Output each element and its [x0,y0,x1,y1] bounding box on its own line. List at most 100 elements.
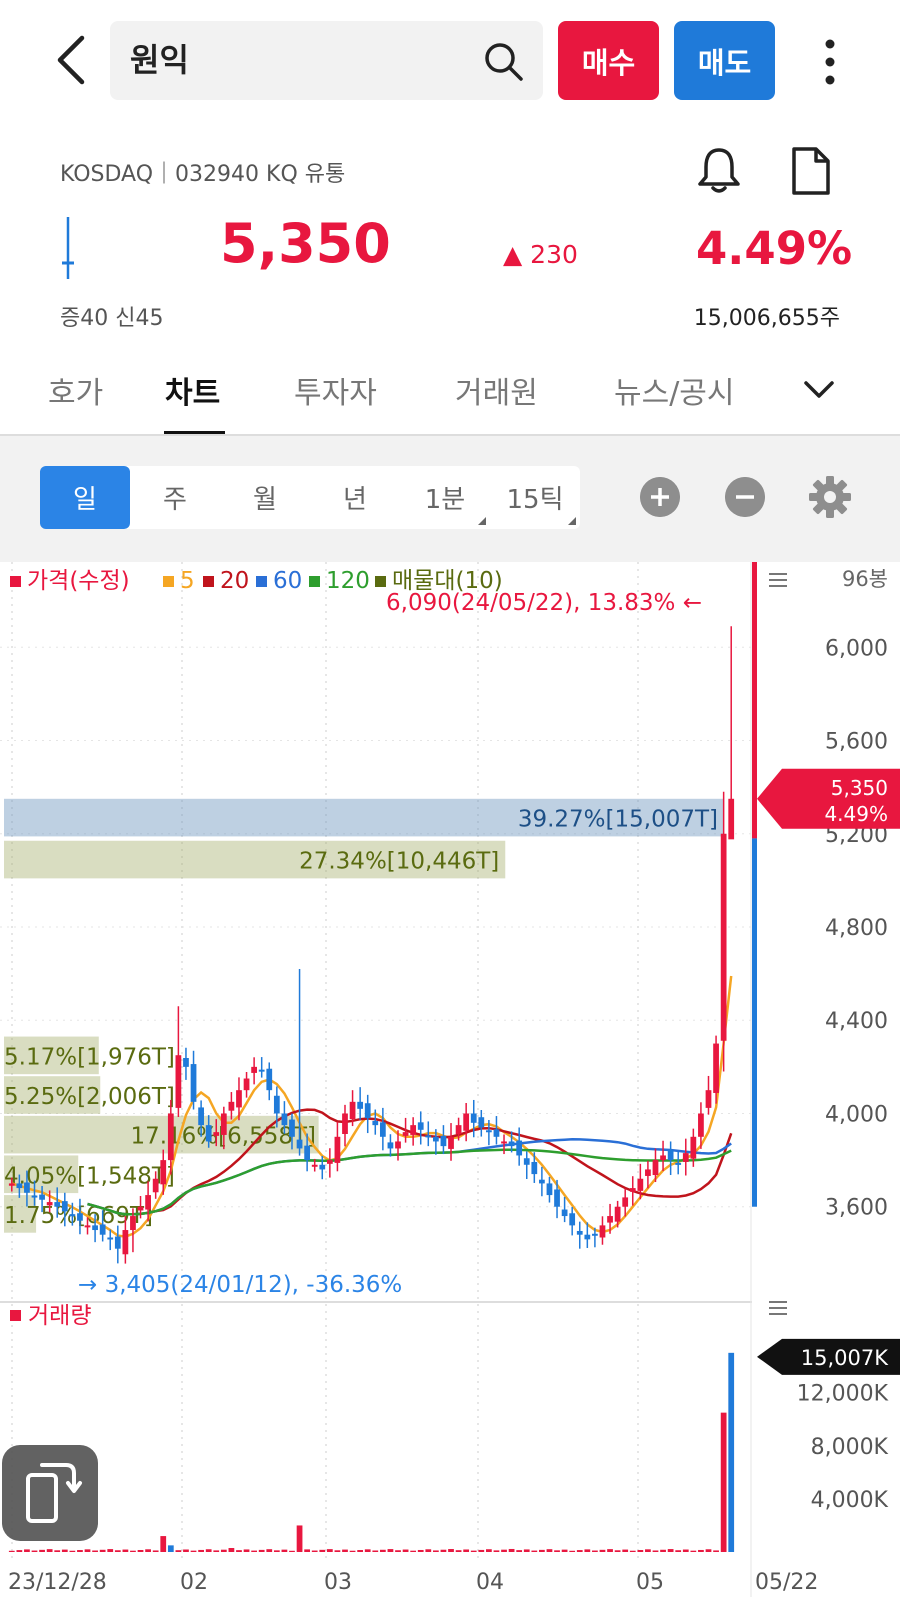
candle [463,1113,470,1131]
volume-bar [455,1550,462,1552]
gear-icon[interactable] [808,475,852,519]
period-month-button[interactable]: 월 [253,485,277,515]
legend-item: 60 [273,568,302,594]
tab-divider [0,434,900,436]
y-tick-label: 4,400 [825,1009,888,1034]
volume-menu-icon[interactable] [769,1301,787,1315]
legend-item: 20 [220,568,249,594]
volume-bar [77,1550,83,1552]
volume-bar [273,1550,280,1552]
chevron-down-icon[interactable] [802,375,836,403]
candle [92,1225,98,1231]
price-chart[interactable]: 39.27%[15,007T] 27.34%[10,446T] 5.17%[1,97… [0,562,900,1597]
legend-item: 가격(수정) [27,568,130,594]
document-icon[interactable] [788,146,834,196]
period-year-button[interactable]: 년 [343,485,367,515]
candle [576,1230,583,1235]
volume-bar [243,1549,250,1552]
buy-button[interactable]: 매수 [558,21,659,100]
period-week-button[interactable]: 주 [163,485,187,515]
candle [304,1145,311,1161]
volume-bar [576,1550,583,1552]
more-menu-icon[interactable] [812,34,848,90]
candle [417,1122,424,1130]
candle [236,1090,242,1108]
tab-orderbook[interactable]: 호가 [48,376,104,411]
period-tick-button[interactable]: 15틱 [490,466,580,529]
rotate-screen-button[interactable] [2,1445,98,1541]
volume-profile-bar [4,1115,319,1154]
candle [667,1149,674,1161]
volume-bar [675,1550,682,1552]
candle [175,1055,182,1108]
volume-bar [334,1550,341,1552]
candle [152,1178,159,1193]
search-icon[interactable] [481,39,525,83]
volume-bar [183,1549,189,1552]
volume-bar [561,1549,568,1552]
tab-investor[interactable]: 투자자 [294,376,377,411]
volume-bar [629,1550,636,1552]
change-percent: 4.49% [696,222,853,275]
tab-chart[interactable]: 차트 [165,376,221,411]
chart-menu-icon[interactable] [769,573,787,587]
volume-bar [599,1549,606,1552]
period-minute-button[interactable]: 1분 [400,466,490,529]
candle [614,1206,621,1222]
candle [554,1189,560,1207]
volume-bar [652,1550,659,1552]
volume-bar [387,1549,394,1552]
volume-bar [637,1550,644,1552]
candle [599,1225,606,1238]
volume-bar [486,1549,492,1552]
candle [24,1182,30,1193]
period-tick-label: 15틱 [506,485,564,515]
candle [364,1103,371,1119]
search-input[interactable]: 원익 [110,21,543,100]
x-tick-label: 03 [324,1570,352,1595]
y-tick-label: 5,600 [825,730,888,755]
volume-bar [508,1548,515,1552]
margin-info: 증40 신45 [60,306,164,331]
candle [705,1090,712,1108]
candle [372,1120,379,1126]
volume-bar [592,1550,598,1552]
volume-bar [130,1550,136,1552]
candle [258,1069,265,1072]
high-annotation: 6,090(24/05/22), 13.83% ← [386,590,702,616]
zoom-in-icon[interactable] [640,477,680,517]
candle [137,1206,144,1211]
volume-bar [107,1549,114,1552]
period-day-button[interactable]: 일 [40,466,130,529]
candle [77,1213,83,1221]
volume-bar [645,1549,651,1552]
volume-bar [342,1549,348,1552]
volume-bar [569,1550,576,1552]
candle [349,1101,356,1120]
candle [198,1107,204,1126]
candle [69,1214,76,1217]
tab-news[interactable]: 뉴스/공시 [614,376,735,411]
candle [289,1119,295,1137]
sell-button[interactable]: 매도 [674,21,775,100]
candle [592,1233,598,1236]
candle [16,1183,23,1189]
bell-icon[interactable] [694,145,744,195]
candle [296,1139,303,1149]
volume-bar [213,1550,220,1552]
zoom-out-icon[interactable] [725,477,765,517]
candle [629,1188,636,1192]
candle [493,1129,500,1137]
rotate-icon [26,1463,82,1523]
candle [470,1113,477,1123]
candle [410,1125,417,1135]
back-arrow-icon[interactable] [48,30,98,90]
volume-tick-label: 12,000K [797,1382,889,1407]
candle [122,1230,129,1255]
volume-bar [319,1549,326,1552]
candle [698,1113,704,1137]
candle [569,1213,576,1226]
tab-broker[interactable]: 거래원 [455,376,538,411]
price-change: ▲ 230 [503,240,578,269]
candle [448,1136,454,1149]
